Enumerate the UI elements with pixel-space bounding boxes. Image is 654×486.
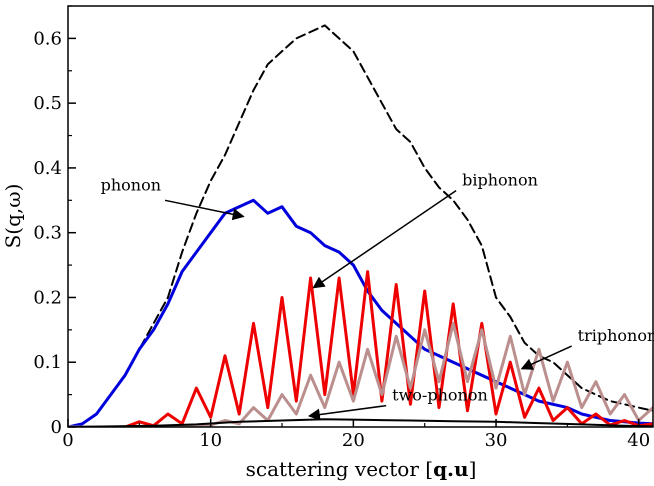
annotation-arrow-two-phonon bbox=[307, 404, 387, 421]
y-tick-label: 0.2 bbox=[33, 287, 62, 308]
plot-frame bbox=[67, 5, 654, 428]
ticks-layer: 0 10 20 30 40 0 0.1 0.2 0.3 0.4 0.5 0.6 bbox=[33, 5, 650, 451]
annotation-layer: phonon biphonon triphonon two-phonon bbox=[101, 171, 654, 421]
series-biphonon bbox=[68, 270, 653, 427]
y-tick-label: 0.3 bbox=[33, 223, 62, 244]
y-tick-label: 0.6 bbox=[33, 28, 62, 49]
annotation-label-phonon: phonon bbox=[101, 175, 161, 194]
annotation-arrow-biphonon bbox=[312, 189, 457, 289]
x-tick-label: 20 bbox=[342, 430, 365, 451]
x-axis-label: scattering vector [q.u] bbox=[246, 457, 477, 481]
y-tick-label: 0.4 bbox=[33, 158, 62, 179]
y-tick-label: 0 bbox=[51, 417, 62, 438]
annotation-arrow-triphonon bbox=[520, 345, 572, 370]
x-tick-label: 40 bbox=[627, 430, 650, 451]
y-axis-label: S(q,ω) bbox=[1, 184, 25, 249]
series-layer bbox=[68, 24, 653, 427]
annotation-label-biphonon: biphonon bbox=[462, 171, 538, 190]
x-tick-label: 0 bbox=[62, 430, 73, 451]
series-triphonon bbox=[68, 321, 653, 427]
x-tick-label: 10 bbox=[199, 430, 222, 451]
series-phonon bbox=[68, 198, 653, 427]
x-tick-label: 30 bbox=[485, 430, 508, 451]
y-tick-label: 0.1 bbox=[33, 352, 62, 373]
y-tick-label: 0.5 bbox=[33, 93, 62, 114]
annotation-label-two-phonon: two-phonon bbox=[392, 386, 488, 405]
series-total bbox=[68, 24, 653, 427]
annotation-label-triphonon: triphonon bbox=[578, 326, 654, 345]
annotation-arrow-phonon bbox=[164, 199, 245, 221]
